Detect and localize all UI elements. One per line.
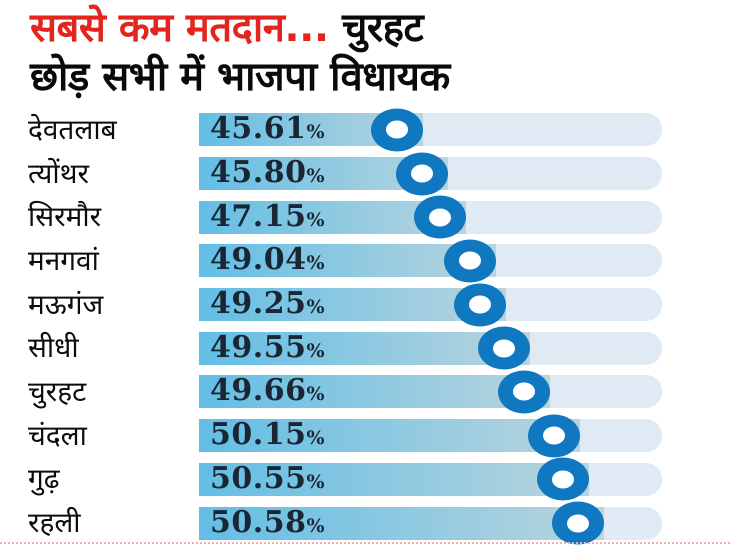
turnout-number: 50.58 <box>210 504 307 540</box>
table-row: रहली 50.58% <box>0 501 730 545</box>
turnout-number: 49.55 <box>210 329 307 365</box>
table-row: गुढ़ 50.55% <box>0 457 730 502</box>
headline-black-text: चुरहट <box>328 5 424 51</box>
turnout-value: 47.15% <box>210 198 326 234</box>
turnout-number: 49.04 <box>210 242 307 278</box>
percent-sign: % <box>306 208 326 231</box>
constituency-label: मनगवां <box>28 243 99 277</box>
table-row: सीधी 49.55% <box>0 326 730 370</box>
constituency-label: सीधी <box>28 331 79 365</box>
marker-hole <box>551 470 574 489</box>
constituency-label: देवतलाब <box>28 112 117 146</box>
constituency-label: सिरमौर <box>28 200 102 234</box>
turnout-value: 45.61% <box>210 113 325 146</box>
percent-sign: % <box>306 339 326 362</box>
turnout-number: 49.25 <box>210 286 307 322</box>
percent-sign: % <box>306 165 326 188</box>
bar-track: 50.55% <box>199 457 662 501</box>
turnout-value: 45.80% <box>210 157 325 190</box>
marker-hole <box>543 426 566 445</box>
marker-donut-icon <box>498 370 551 414</box>
constituency-label: गुढ़ <box>28 462 60 496</box>
marker-donut-icon <box>443 239 496 283</box>
marker-hole <box>513 382 536 401</box>
percent-sign: % <box>306 296 326 319</box>
marker-hole <box>458 251 481 270</box>
marker-hole <box>493 339 516 358</box>
bar-chart: देवतलाब 45.61% त्योंथर 45.80% <box>0 108 730 545</box>
turnout-value: 50.58% <box>210 504 326 540</box>
percent-sign: % <box>306 252 326 275</box>
bar-track: 49.04% <box>199 239 662 283</box>
table-row: चंदला 50.15% <box>0 414 730 458</box>
constituency-label: त्योंथर <box>28 156 89 190</box>
marker-hole <box>567 514 590 533</box>
percent-sign: % <box>306 121 326 144</box>
bar-track: 50.15% <box>199 414 662 458</box>
constituency-label: रहली <box>28 506 81 540</box>
table-row: त्योंथर 45.80% <box>0 152 730 196</box>
percent-sign: % <box>306 514 326 537</box>
turnout-value: 49.25% <box>210 288 325 321</box>
constituency-label: चुरहट <box>28 374 87 408</box>
bar-track: 47.15% <box>199 195 662 239</box>
percent-sign: % <box>306 470 326 493</box>
bar-fill <box>199 506 605 540</box>
bar-fill <box>199 375 551 409</box>
bar-fill <box>199 419 581 453</box>
table-row: मऊगंज 49.25% <box>0 283 730 327</box>
turnout-value: 50.55% <box>210 460 326 496</box>
bar-track: 49.66% <box>199 370 662 414</box>
headline-red-text: सबसे कम मतदान... <box>30 5 329 51</box>
turnout-number: 45.80 <box>210 155 307 191</box>
percent-sign: % <box>306 383 326 406</box>
bar-track: 45.80% <box>199 152 662 196</box>
bar-track: 45.61% <box>199 108 662 152</box>
bar-track: 49.55% <box>199 326 662 370</box>
marker-donut-icon <box>371 108 424 152</box>
marker-donut-icon <box>536 457 589 501</box>
marker-donut-icon <box>454 283 507 327</box>
marker-hole <box>411 164 434 183</box>
bottom-divider <box>0 542 730 544</box>
table-row: मनगवां 49.04% <box>0 239 730 283</box>
turnout-value: 49.04% <box>210 244 325 277</box>
marker-hole <box>429 208 452 227</box>
turnout-value: 50.15% <box>210 419 325 452</box>
turnout-value: 49.66% <box>210 375 325 408</box>
bar-track: 49.25% <box>199 283 662 327</box>
marker-donut-icon <box>528 414 581 458</box>
turnout-number: 49.66 <box>210 373 307 409</box>
table-row: चुरहट 49.66% <box>0 370 730 414</box>
constituency-label: चंदला <box>28 418 87 452</box>
bar-fill <box>199 331 531 365</box>
marker-donut-icon <box>478 326 531 370</box>
turnout-number: 50.55 <box>210 460 307 496</box>
turnout-value: 49.55% <box>210 329 326 365</box>
table-row: सिरमौर 47.15% <box>0 195 730 239</box>
turnout-number: 50.15 <box>210 417 307 453</box>
marker-donut-icon <box>414 195 467 239</box>
turnout-number: 45.61 <box>210 111 307 147</box>
bar-fill <box>199 462 589 496</box>
bar-track: 50.58% <box>199 501 662 545</box>
marker-donut-icon <box>552 501 605 545</box>
percent-sign: % <box>306 427 326 450</box>
headline-line2: छोड़ सभी में भाजपा विधायक <box>30 54 450 100</box>
turnout-number: 47.15 <box>210 198 307 234</box>
marker-hole <box>386 120 409 139</box>
headline: सबसे कम मतदान... चुरहट छोड़ सभी में भाजप… <box>30 4 710 102</box>
constituency-label: मऊगंज <box>28 287 104 321</box>
marker-donut-icon <box>396 152 449 196</box>
marker-hole <box>469 295 492 314</box>
table-row: देवतलाब 45.61% <box>0 108 730 152</box>
